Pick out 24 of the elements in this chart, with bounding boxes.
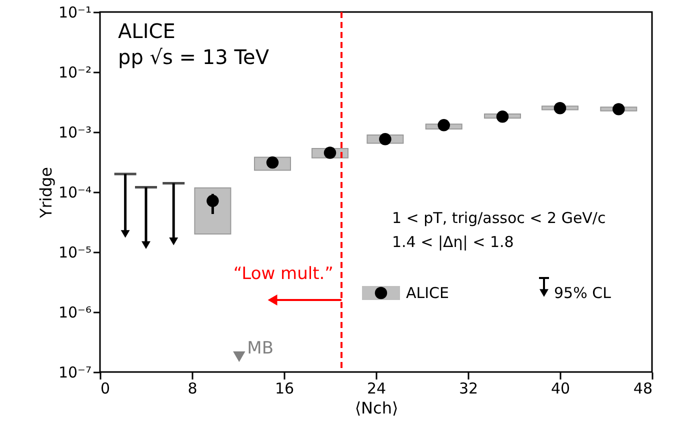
y-tick-label: 10⁻⁷ (58, 364, 92, 382)
x-tick-label: 16 (274, 380, 294, 398)
x-tick-label: 0 (100, 380, 110, 398)
legend-label: ALICE (406, 284, 449, 302)
annotation: 1 < pT, trig/assoc < 2 GeV/c (392, 209, 606, 227)
x-tick-label: 40 (550, 380, 570, 398)
x-tick-label: 48 (633, 380, 652, 398)
y-tick-label: 10⁻⁵ (58, 244, 92, 262)
y-tick-label: 10⁻¹ (58, 4, 92, 22)
annotation: ALICE (118, 19, 176, 43)
y-tick-label: 10⁻⁴ (58, 184, 92, 202)
series-label: MB (247, 338, 274, 359)
x-tick-label: 32 (458, 380, 478, 398)
y-tick-label: 10⁻² (58, 64, 92, 82)
legend-label: 95% CL (554, 284, 612, 302)
y-tick-label: 10⁻³ (58, 124, 92, 142)
y-tick-label: 10⁻⁶ (58, 304, 92, 322)
ref-line-label: “Low mult.” (233, 264, 334, 284)
x-tick-label: 8 (188, 380, 198, 398)
x-tick-label: 24 (366, 380, 386, 398)
y-axis-title: Yridge (36, 167, 56, 219)
x-axis-title: ⟨Nch⟩ (354, 398, 398, 418)
annotation: pp √s = 13 TeV (118, 45, 270, 69)
annotation: 1.4 < |Δη| < 1.8 (392, 233, 514, 251)
